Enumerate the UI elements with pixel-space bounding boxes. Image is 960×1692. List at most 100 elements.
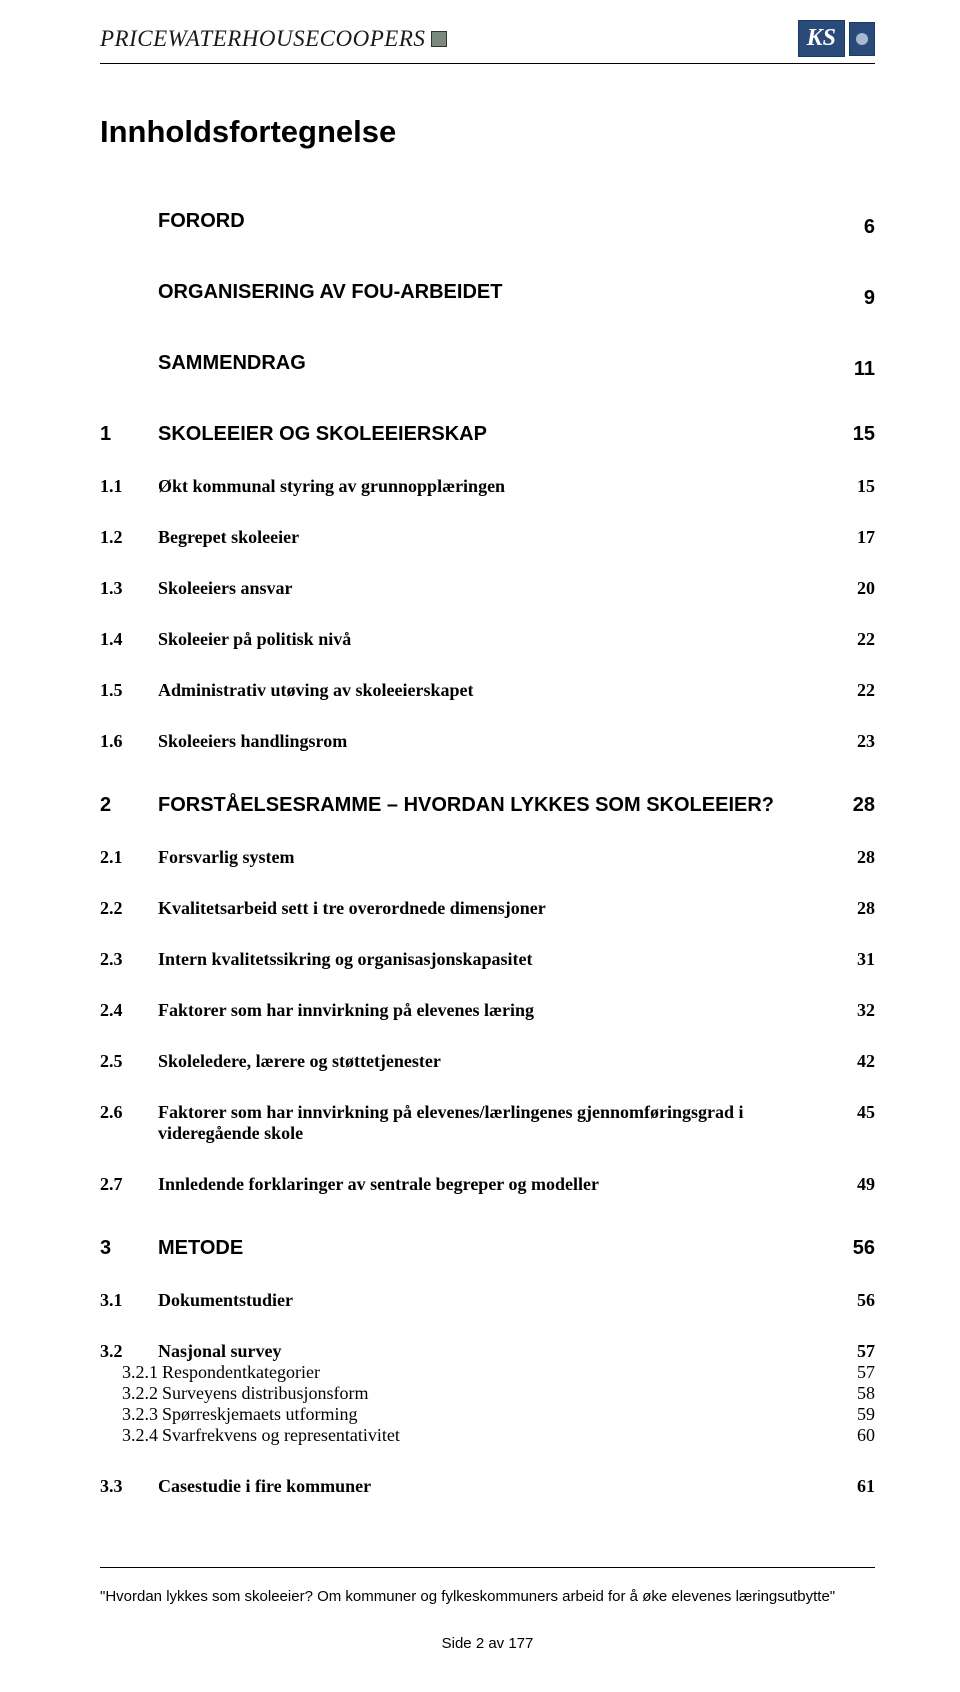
toc-row: 3.2.4Svarfrekvens og representativitet60 <box>100 1425 875 1446</box>
toc-row: 3.1Dokumentstudier56 <box>100 1290 875 1311</box>
logo-pwc-text: PRICEWATERHOUSECOOPERS <box>100 26 425 52</box>
toc-text: FORORD <box>158 210 245 233</box>
toc-entry: 1.4Skoleeier på politisk nivå <box>100 629 351 650</box>
toc-entry: 1.2Begrepet skoleeier <box>100 527 299 548</box>
toc-row: 2.4Faktorer som har innvirkning på eleve… <box>100 1000 875 1021</box>
toc-number: 1.1 <box>100 476 158 497</box>
toc-text: Faktorer som har innvirkning på elevenes… <box>158 1000 534 1021</box>
toc-page: 17 <box>857 527 875 548</box>
toc-row: 3.3Casestudie i fire kommuner 61 <box>100 1476 875 1497</box>
toc-page: 15 <box>857 476 875 497</box>
toc-entry: 3.2Nasjonal survey <box>100 1341 282 1362</box>
toc-entry: FORORD <box>100 210 245 233</box>
toc-number <box>100 210 158 233</box>
toc-page: 56 <box>853 1237 875 1260</box>
toc-entry: 1.3Skoleeiers ansvar <box>100 578 293 599</box>
toc-number: 2 <box>100 794 158 817</box>
toc-entry: 1.5Administrativ utøving av skoleeierska… <box>100 680 474 701</box>
toc-text: Økt kommunal styring av grunnopplæringen <box>158 476 505 497</box>
toc-text: Administrativ utøving av skoleeierskapet <box>158 680 474 701</box>
toc-entry: 2.3Intern kvalitetssikring og organisasj… <box>100 949 533 970</box>
toc-row: 2.2Kvalitetsarbeid sett i tre overordned… <box>100 898 875 919</box>
toc-page: 22 <box>857 629 875 650</box>
toc-text: Casestudie i fire kommuner <box>158 1476 371 1497</box>
toc-number: 3.3 <box>100 1476 158 1497</box>
toc-text: METODE <box>158 1237 243 1260</box>
toc-entry: 1.1Økt kommunal styring av grunnopplærin… <box>100 476 505 497</box>
toc-entry: 2FORSTÅELSESRAMME – HVORDAN LYKKES SOM S… <box>100 794 774 817</box>
logo-pwc: PRICEWATERHOUSECOOPERS <box>100 26 447 52</box>
toc-entry: 2.6Faktorer som har innvirkning på eleve… <box>100 1102 838 1144</box>
footer-divider <box>100 1567 875 1568</box>
toc-text: Begrepet skoleeier <box>158 527 299 548</box>
toc-row: SAMMENDRAG11 <box>100 352 875 381</box>
toc-row: FORORD 6 <box>100 210 875 239</box>
toc-number: 3.2 <box>100 1341 158 1362</box>
toc-row: 1.1Økt kommunal styring av grunnopplærin… <box>100 476 875 497</box>
toc-row: 2FORSTÅELSESRAMME – HVORDAN LYKKES SOM S… <box>100 794 875 817</box>
toc-page: 31 <box>857 949 875 970</box>
toc-page: 28 <box>857 847 875 868</box>
toc-number: 1.4 <box>100 629 158 650</box>
toc-text: Nasjonal survey <box>158 1341 282 1362</box>
toc-entry: 1.6Skoleeiers handlingsrom <box>100 731 347 752</box>
toc-text: Forsvarlig system <box>158 847 294 868</box>
toc-row: 1.2Begrepet skoleeier 17 <box>100 527 875 548</box>
toc-row: 1.3Skoleeiers ansvar 20 <box>100 578 875 599</box>
toc-entry: 2.5Skoleledere, lærere og støttetjeneste… <box>100 1051 441 1072</box>
toc-entry: 2.2Kvalitetsarbeid sett i tre overordned… <box>100 898 546 919</box>
toc-text: Faktorer som har innvirkning på elevenes… <box>158 1102 838 1144</box>
toc-entry: SAMMENDRAG <box>100 352 306 375</box>
toc-number: 3 <box>100 1237 158 1260</box>
toc-entry: 3METODE <box>100 1237 243 1260</box>
toc-entry: 3.2.2Surveyens distribusjonsform <box>100 1383 369 1404</box>
toc-page: 32 <box>857 1000 875 1021</box>
toc-row: ORGANISERING AV FOU-ARBEIDET9 <box>100 281 875 310</box>
toc-row: 3.2Nasjonal survey 57 <box>100 1341 875 1362</box>
toc-number: 1.2 <box>100 527 158 548</box>
page-title: Innholdsfortegnelse <box>100 114 875 150</box>
toc-row: 3.2.2Surveyens distribusjonsform58 <box>100 1383 875 1404</box>
toc-page: 57 <box>857 1341 875 1362</box>
toc-text: Spørreskjemaets utforming <box>162 1404 357 1425</box>
toc-page: 57 <box>857 1362 875 1383</box>
toc-text: SKOLEEIER OG SKOLEEIERSKAP <box>158 423 487 446</box>
toc-number: 2.7 <box>100 1174 158 1195</box>
toc-row: 2.6Faktorer som har innvirkning på eleve… <box>100 1102 875 1144</box>
toc-row: 3.2.3Spørreskjemaets utforming59 <box>100 1404 875 1425</box>
toc-number <box>100 352 158 375</box>
toc-page: 22 <box>857 680 875 701</box>
toc-number <box>100 281 158 304</box>
toc-text: Skoleeiers ansvar <box>158 578 293 599</box>
toc-page: 42 <box>857 1051 875 1072</box>
table-of-contents: FORORD 6 ORGANISERING AV FOU-ARBEIDET9 SAMM… <box>100 210 875 1497</box>
toc-page: 28 <box>853 794 875 817</box>
toc-row: 1.4Skoleeier på politisk nivå 22 <box>100 629 875 650</box>
toc-page: 59 <box>857 1404 875 1425</box>
toc-entry: 1SKOLEEIER OG SKOLEEIERSKAP <box>100 423 487 446</box>
toc-page: 45 <box>857 1102 875 1123</box>
toc-row: 2.7Innledende forklaringer av sentrale b… <box>100 1174 875 1195</box>
toc-entry: 2.4Faktorer som har innvirkning på eleve… <box>100 1000 534 1021</box>
toc-text: Surveyens distribusjonsform <box>162 1383 369 1404</box>
toc-row: 2.3Intern kvalitetssikring og organisasj… <box>100 949 875 970</box>
toc-entry: 2.7Innledende forklaringer av sentrale b… <box>100 1174 599 1195</box>
toc-text: ORGANISERING AV FOU-ARBEIDET <box>158 281 502 304</box>
toc-number: 2.5 <box>100 1051 158 1072</box>
toc-text: Intern kvalitetssikring og organisasjons… <box>158 949 533 970</box>
toc-page: 61 <box>857 1476 875 1497</box>
toc-page: 20 <box>857 578 875 599</box>
toc-text: Svarfrekvens og representativitet <box>162 1425 400 1446</box>
toc-entry: 2.1Forsvarlig system <box>100 847 294 868</box>
toc-entry: 3.2.4Svarfrekvens og representativitet <box>100 1425 400 1446</box>
page-header: PRICEWATERHOUSECOOPERS KS <box>100 20 875 57</box>
logo-ks-text: KS <box>798 20 845 57</box>
toc-number: 3.2.2 <box>100 1383 162 1404</box>
toc-row: 3METODE 56 <box>100 1237 875 1260</box>
logo-ks: KS <box>798 20 875 57</box>
document-page: PRICEWATERHOUSECOOPERS KS Innholdsforteg… <box>0 0 960 1692</box>
page-footer: "Hvordan lykkes som skoleeier? Om kommun… <box>100 1567 875 1652</box>
toc-page: 6 <box>864 216 875 239</box>
toc-row: 1.5Administrativ utøving av skoleeierska… <box>100 680 875 701</box>
toc-number: 2.4 <box>100 1000 158 1021</box>
